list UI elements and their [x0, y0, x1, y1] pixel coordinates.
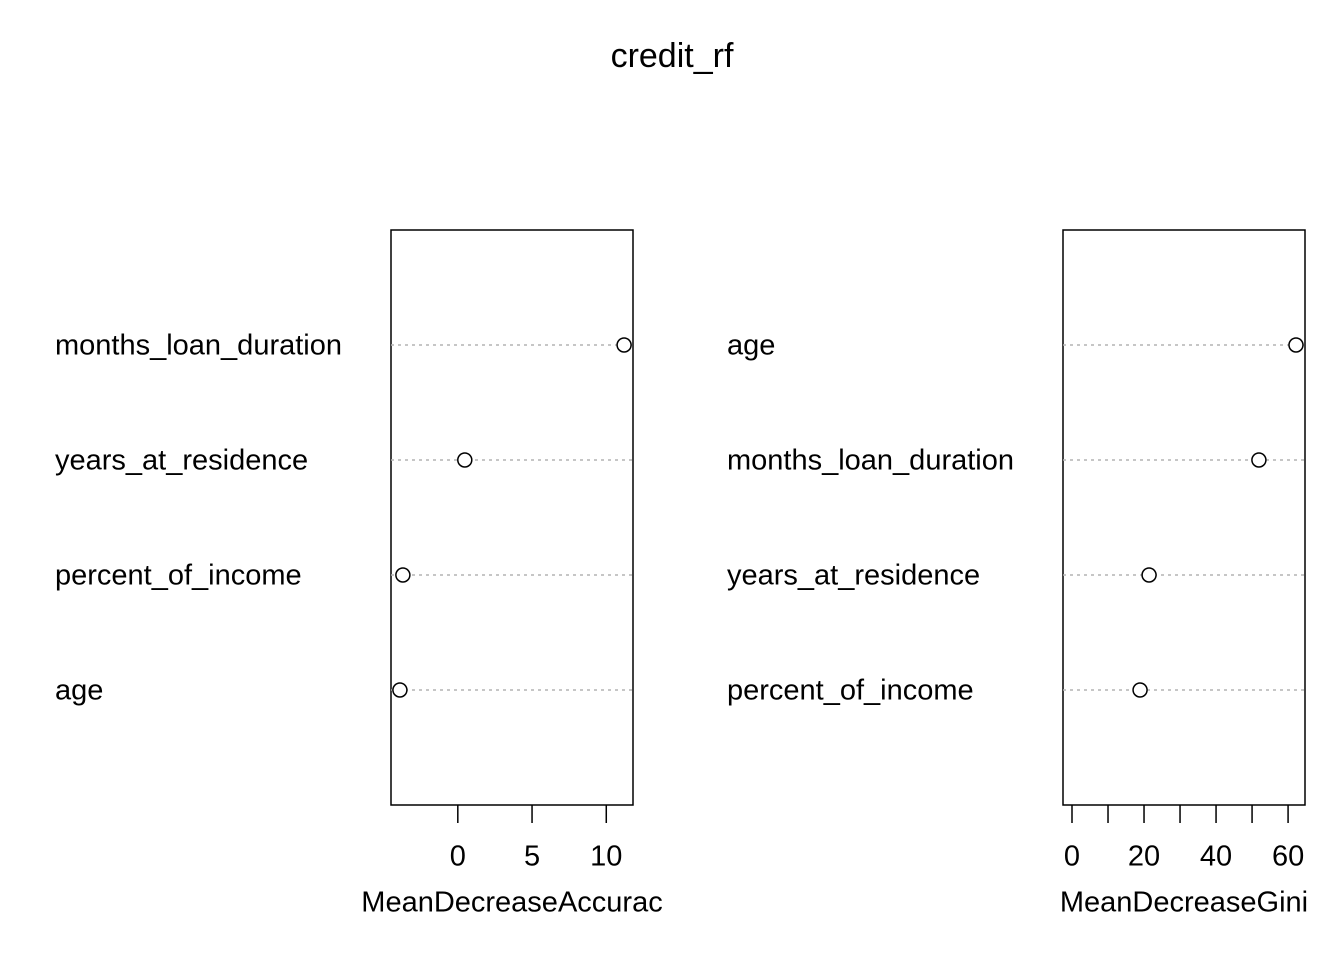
- x-tick-label: 60: [1272, 841, 1304, 873]
- x-tick-label: 20: [1128, 841, 1160, 873]
- chart-title: credit_rf: [611, 37, 734, 75]
- category-label: age: [727, 330, 775, 362]
- dot: [1288, 337, 1304, 353]
- category-label: percent_of_income: [55, 560, 302, 592]
- category-label: months_loan_duration: [55, 330, 342, 362]
- category-label: years_at_residence: [727, 560, 980, 592]
- x-tick-label: 0: [1064, 841, 1080, 873]
- x-axis-label: MeanDecreaseGini: [1060, 887, 1308, 919]
- category-label: years_at_residence: [55, 445, 308, 477]
- dot: [616, 337, 632, 353]
- dot: [1141, 567, 1157, 583]
- x-tick-label: 10: [590, 841, 622, 873]
- plot-frame: [1062, 229, 1306, 806]
- category-label: age: [55, 675, 103, 707]
- x-axis-label: MeanDecreaseAccurac: [361, 887, 662, 919]
- dot: [1132, 682, 1148, 698]
- category-label: months_loan_duration: [727, 445, 1014, 477]
- dot: [1251, 452, 1267, 468]
- x-tick-label: 0: [450, 841, 466, 873]
- plot-frame: [390, 229, 634, 806]
- dot: [392, 682, 408, 698]
- x-tick-label: 40: [1200, 841, 1232, 873]
- x-tick-label: 5: [524, 841, 540, 873]
- dot: [457, 452, 473, 468]
- dot: [395, 567, 411, 583]
- category-label: percent_of_income: [727, 675, 974, 707]
